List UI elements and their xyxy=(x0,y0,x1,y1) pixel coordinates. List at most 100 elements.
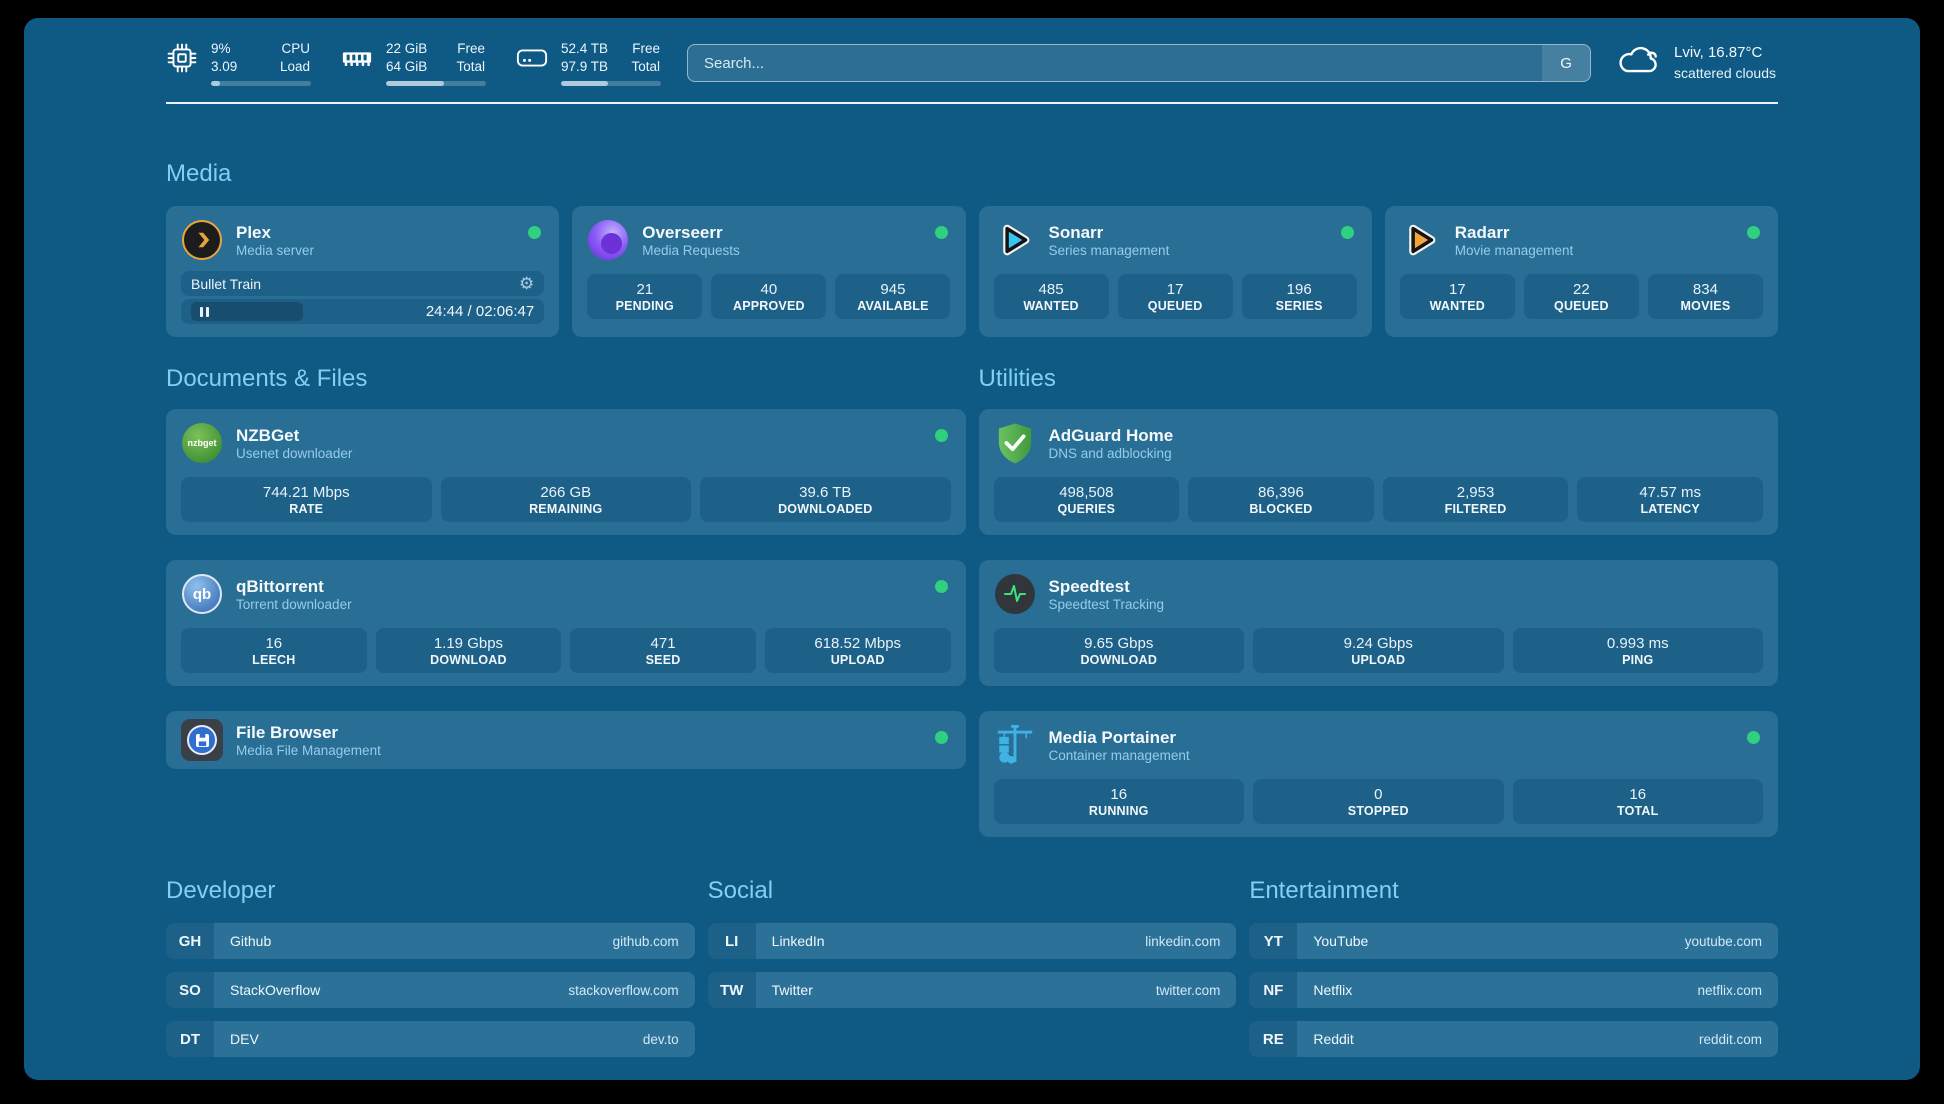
bookmark-stackoverflow[interactable]: SO StackOverflow stackoverflow.com xyxy=(166,972,695,1009)
section-social: Social LI LinkedIn linkedin.com TW Twitt… xyxy=(707,877,1237,1070)
stat-value: 21 xyxy=(636,281,654,299)
stat-tile: 39.6 TB DOWNLOADED xyxy=(700,477,951,523)
bookmark-twitter[interactable]: TW Twitter twitter.com xyxy=(707,972,1237,1009)
stat-label: STOPPED xyxy=(1347,804,1409,819)
stat-tile: 47.57 ms LATENCY xyxy=(1577,477,1763,523)
card-filebrowser[interactable]: File Browser Media File Management xyxy=(166,711,966,770)
bookmark-dev[interactable]: DT DEV dev.to xyxy=(166,1021,695,1058)
nzbget-status-dot xyxy=(934,429,948,443)
bookmark-github[interactable]: GH Github github.com xyxy=(166,923,695,960)
topbar-divider xyxy=(166,102,1778,105)
bookmark-abbr: RE xyxy=(1249,1021,1298,1058)
pause-icon xyxy=(200,306,203,317)
bookmark-abbr: GH xyxy=(166,923,214,960)
search-input[interactable] xyxy=(688,45,1543,82)
sonarr-icon xyxy=(994,219,1036,261)
stat-value: 1.19 Gbps xyxy=(433,635,504,653)
stat-label: DOWNLOADED xyxy=(778,502,873,517)
bookmark-name: StackOverflow xyxy=(230,982,321,999)
stat-value: 471 xyxy=(650,635,676,653)
disk-label-1: Free xyxy=(632,41,660,56)
section-utilities: Utilities xyxy=(978,365,1778,838)
stat-tile: 16 LEECH xyxy=(181,628,367,674)
stat-label: PING xyxy=(1622,653,1654,668)
card-overseerr[interactable]: Overseerr Media Requests 21 PENDING 40 A… xyxy=(572,206,966,338)
radarr-name: Radarr xyxy=(1454,222,1510,242)
stat-label: QUERIES xyxy=(1057,502,1116,517)
stat-tile: 2,953 FILTERED xyxy=(1382,477,1569,523)
qbittorrent-icon: qb xyxy=(181,573,223,615)
stat-value: 945 xyxy=(880,281,906,299)
sonarr-status-dot xyxy=(1340,226,1354,240)
gear-icon[interactable]: ⚙ xyxy=(519,274,535,294)
stat-value: 16 xyxy=(1110,786,1128,804)
bookmark-url: reddit.com xyxy=(1698,1031,1762,1047)
stat-tile: 618.52 Mbps UPLOAD xyxy=(764,628,951,674)
stat-tile: 22 QUEUED xyxy=(1523,274,1639,320)
ram-icon xyxy=(341,46,373,70)
card-speedtest[interactable]: Speedtest Speedtest Tracking 9.65 Gbps D… xyxy=(978,560,1778,687)
sonarr-desc: Series management xyxy=(1048,243,1170,259)
cpu-label-2: Load xyxy=(279,58,310,74)
cpu-value-1: 9% xyxy=(211,41,231,56)
memory-value-2: 64 GiB xyxy=(386,58,428,74)
radarr-status-dot xyxy=(1747,226,1760,240)
plex-status-dot xyxy=(528,226,542,240)
stat-value: 47.57 ms xyxy=(1639,484,1702,502)
bookmark-linkedin[interactable]: LI LinkedIn linkedin.com xyxy=(707,923,1237,960)
pause-button[interactable] xyxy=(191,302,303,322)
card-nzbget[interactable]: nzbget NZBGet Usenet downloader 744.21 M… xyxy=(166,409,966,536)
stat-tile: 21 PENDING xyxy=(587,274,703,320)
stat-value: 0 xyxy=(1374,786,1383,804)
stat-label: WANTED xyxy=(1023,299,1079,314)
bookmark-name: Reddit xyxy=(1313,1031,1354,1048)
stat-label: DOWNLOAD xyxy=(1080,653,1158,668)
bookmark-netflix[interactable]: NF Netflix netflix.com xyxy=(1249,972,1778,1009)
stat-label: FILTERED xyxy=(1444,502,1507,517)
portainer-icon xyxy=(994,724,1036,766)
card-plex[interactable]: Plex Media server Bullet Train ⚙ xyxy=(166,206,560,338)
disk-label-2: Total xyxy=(631,58,660,74)
card-qbittorrent[interactable]: qb qBittorrent Torrent downloader 16 LEE… xyxy=(166,560,966,687)
stat-label: LATENCY xyxy=(1640,502,1700,517)
stat-tile: 471 SEED xyxy=(570,628,756,674)
stat-value: 834 xyxy=(1692,281,1718,299)
card-radarr[interactable]: Radarr Movie management 17 WANTED 22 QUE… xyxy=(1384,206,1778,338)
search-provider-button[interactable]: G xyxy=(1542,45,1591,82)
speedtest-name: Speedtest xyxy=(1048,576,1130,596)
stat-value: 39.6 TB xyxy=(799,484,852,502)
stat-value: 485 xyxy=(1038,281,1064,299)
bookmark-name: Netflix xyxy=(1313,982,1353,999)
stat-tile: 9.65 Gbps DOWNLOAD xyxy=(993,628,1244,674)
portainer-name: Media Portainer xyxy=(1048,727,1177,747)
plex-now-playing: Bullet Train ⚙ 24:44 / 02:06:47 xyxy=(181,271,545,325)
bookmark-name: LinkedIn xyxy=(771,933,825,950)
bookmark-youtube[interactable]: YT YouTube youtube.com xyxy=(1249,923,1778,960)
card-portainer[interactable]: Media Portainer Container management 16 … xyxy=(978,711,1778,838)
bookmark-name: Github xyxy=(230,933,272,950)
disk-progress-fill xyxy=(561,81,608,87)
section-entertainment: Entertainment YT YouTube youtube.com NF … xyxy=(1249,877,1778,1070)
filebrowser-icon xyxy=(181,719,223,762)
stat-label: APPROVED xyxy=(732,299,805,314)
stat-value: 17 xyxy=(1166,281,1184,299)
bookmark-url: twitter.com xyxy=(1155,982,1221,998)
overseerr-status-dot xyxy=(934,226,948,240)
stat-label: LEECH xyxy=(252,653,296,668)
card-adguard[interactable]: AdGuard Home DNS and adblocking 498,508 … xyxy=(978,409,1778,536)
bookmark-abbr: LI xyxy=(707,923,756,960)
portainer-desc: Container management xyxy=(1048,748,1190,764)
stat-value: 196 xyxy=(1286,281,1312,299)
nzbget-desc: Usenet downloader xyxy=(236,446,353,462)
bookmark-name: YouTube xyxy=(1313,933,1369,950)
stat-tile: 16 RUNNING xyxy=(993,779,1244,825)
stat-value: 498,508 xyxy=(1059,484,1114,502)
stat-label: RATE xyxy=(289,502,324,517)
card-sonarr[interactable]: Sonarr Series management 485 WANTED 17 Q… xyxy=(978,206,1372,338)
bookmark-abbr: DT xyxy=(166,1021,214,1058)
disk-stat: 52.4 TB 97.9 TB Free Total xyxy=(516,40,661,87)
stat-tile: 0 STOPPED xyxy=(1253,779,1504,825)
stat-label: QUEUED xyxy=(1554,299,1609,314)
bookmark-reddit[interactable]: RE Reddit reddit.com xyxy=(1249,1021,1778,1058)
stat-label: BLOCKED xyxy=(1249,502,1313,517)
